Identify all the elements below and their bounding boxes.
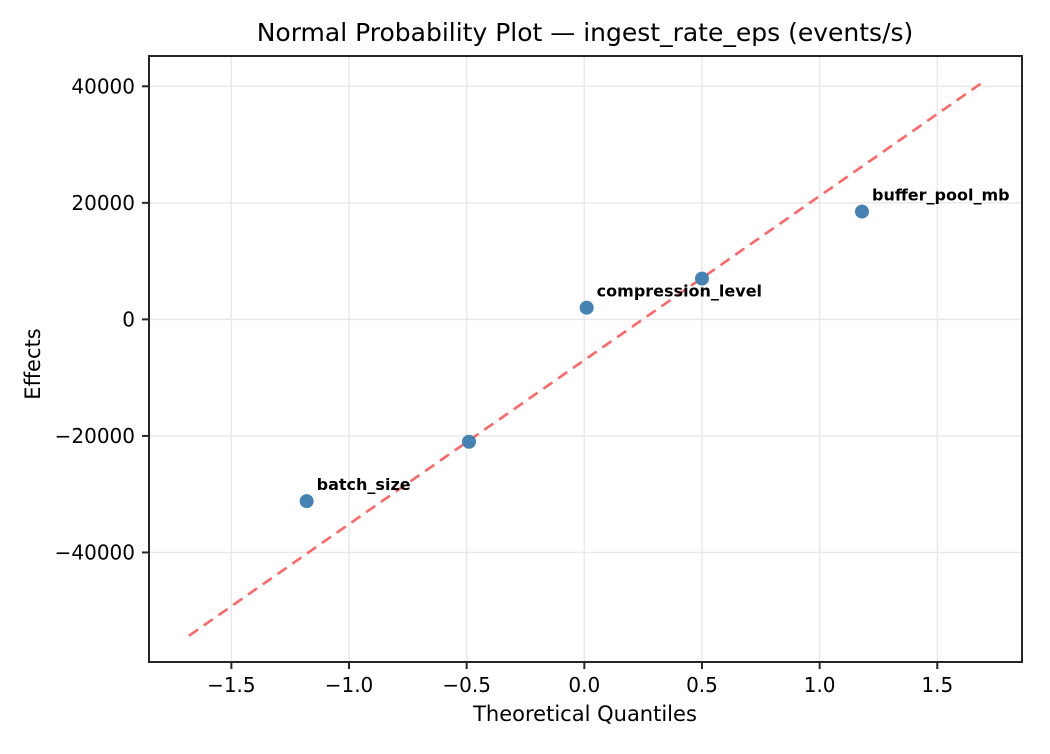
data-point xyxy=(579,300,594,315)
x-tick-label: 0.0 xyxy=(568,673,600,697)
x-tick-label: 0.5 xyxy=(686,673,718,697)
x-tick-label: −1.5 xyxy=(207,673,256,697)
point-annotation: buffer_pool_mb xyxy=(872,186,1010,205)
y-axis-label: Effects xyxy=(21,328,45,399)
chart-title: Normal Probability Plot — ingest_rate_ep… xyxy=(257,18,914,47)
x-tick-label: 1.0 xyxy=(804,673,836,697)
y-tick-label: −40000 xyxy=(55,540,135,564)
annotations-layer: batch_size compression_level buffer_pool_m… xyxy=(317,186,1010,495)
plot-border xyxy=(148,55,1023,663)
x-axis-label: Theoretical Quantiles xyxy=(472,702,697,726)
point-annotation: compression_level xyxy=(597,282,762,301)
y-tick-label: 20000 xyxy=(71,191,135,215)
ticks-layer: −1.5 −1.0 −0.5 0.0 0.5 1.0 1.5 −40000 −20000 0 200… xyxy=(55,74,954,697)
y-tick-label: 40000 xyxy=(71,74,135,98)
data-point xyxy=(299,494,314,509)
x-tick-label: −0.5 xyxy=(442,673,491,697)
data-point xyxy=(462,434,477,449)
data-point xyxy=(854,204,869,219)
point-annotation: batch_size xyxy=(317,475,411,494)
x-tick-label: −1.0 xyxy=(325,673,374,697)
x-tick-label: 1.5 xyxy=(921,673,953,697)
data-point xyxy=(694,271,709,286)
y-tick-label: −20000 xyxy=(55,424,135,448)
y-tick-label: 0 xyxy=(122,307,135,331)
grid-layer xyxy=(149,56,1022,662)
data-points-layer xyxy=(299,204,869,509)
